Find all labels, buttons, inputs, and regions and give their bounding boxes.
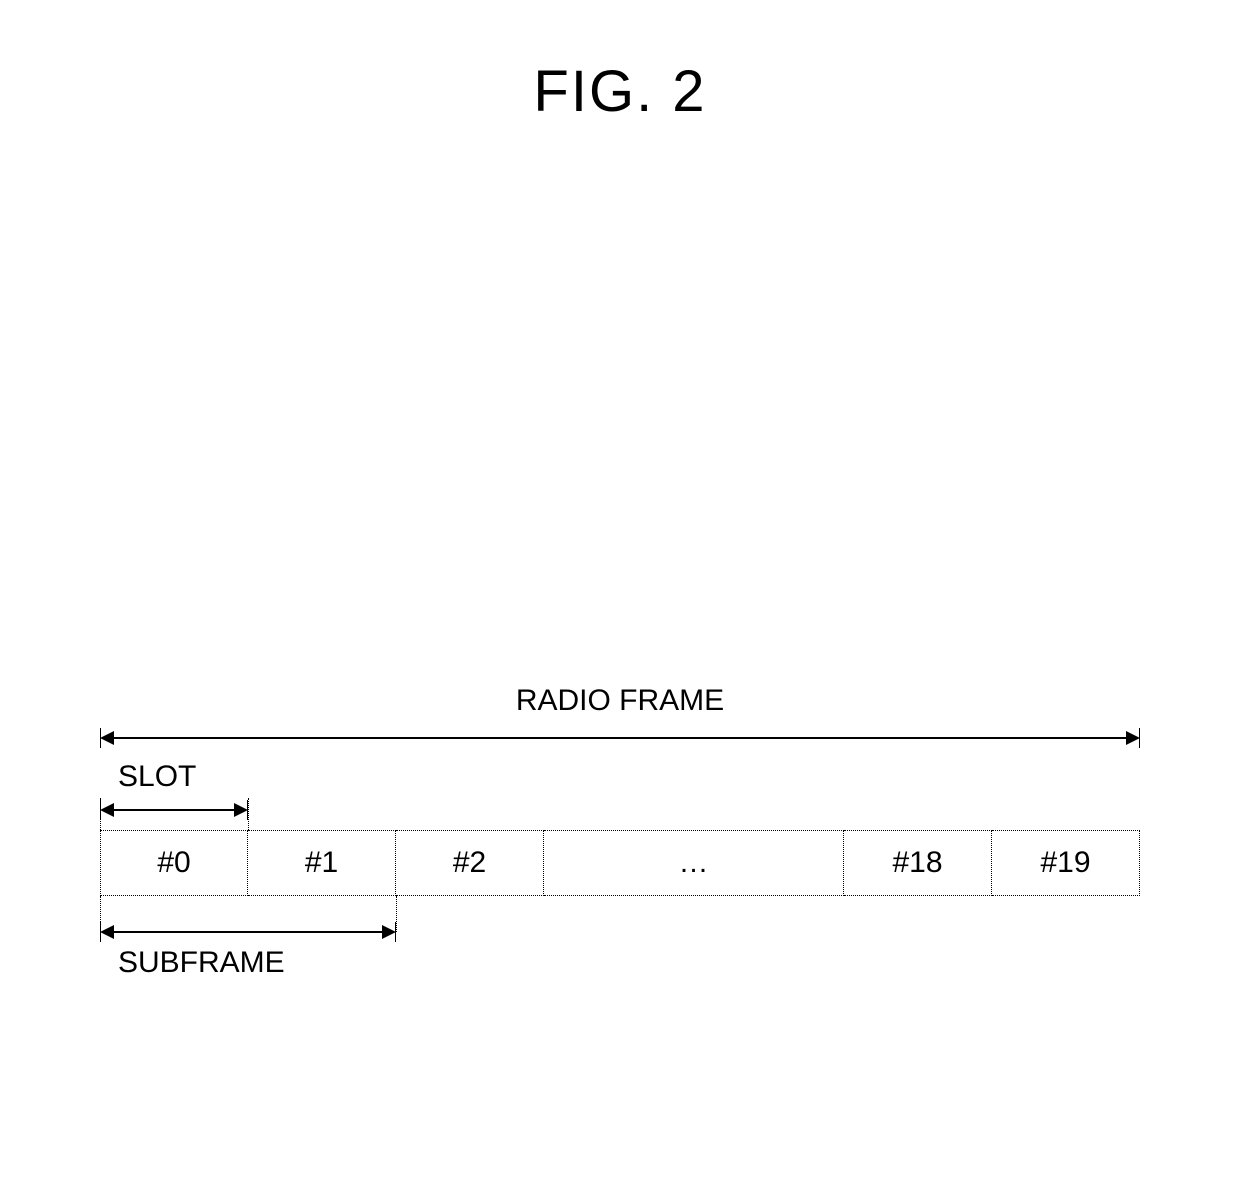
- guide-vertical-slot-top: [248, 798, 249, 830]
- slot-cell: #1: [248, 830, 396, 896]
- figure-title: FIG. 2: [0, 58, 1240, 125]
- slot-dimension-arrow: [100, 798, 248, 818]
- guide-vertical-subframe-bottom: [396, 896, 397, 932]
- radio-frame-dimension-arrow: [100, 726, 1140, 746]
- slot-label: SLOT: [118, 760, 196, 794]
- slot-row: #0 #1 #2 … #18 #19: [100, 830, 1140, 896]
- slot-cell: #18: [844, 830, 992, 896]
- slot-cell-label: #19: [1040, 846, 1090, 880]
- radio-frame-label: RADIO FRAME: [100, 684, 1140, 718]
- guide-vertical-left-bottom: [100, 896, 101, 932]
- stage: FIG. 2 RADIO FRAME SLOT #0 #1 #2 … #18 #19 SU…: [0, 0, 1240, 1177]
- slot-cell: #0: [100, 830, 248, 896]
- slot-cell: #2: [396, 830, 544, 896]
- slot-cell-label: #18: [892, 846, 942, 880]
- guide-vertical-left-top: [100, 798, 101, 830]
- subframe-label: SUBFRAME: [118, 946, 285, 980]
- slot-cell: …: [544, 830, 844, 896]
- slot-cell-label: #0: [157, 846, 190, 880]
- slot-cell-label: #2: [453, 846, 486, 880]
- slot-cell: #19: [992, 830, 1140, 896]
- slot-cell-label: …: [679, 846, 709, 880]
- subframe-dimension-arrow: [100, 920, 396, 940]
- slot-cell-label: #1: [305, 846, 338, 880]
